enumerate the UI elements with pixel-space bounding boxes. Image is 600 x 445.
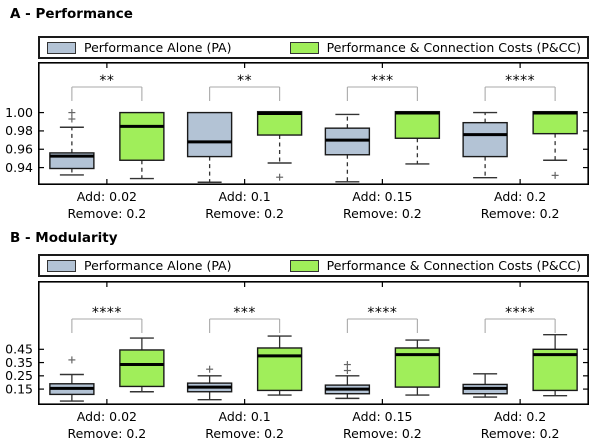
significance-stars: **** [505, 73, 535, 89]
box-pcc [394, 110, 441, 139]
axes-frame [37, 281, 590, 406]
x-group-label-add: Add: 0.1 [218, 409, 270, 424]
box-pcc [119, 111, 165, 161]
legend-entry-pa: Performance Alone (PA) [47, 258, 232, 273]
pa-legend-label: Performance Alone (PA) [84, 258, 232, 273]
x-group-label-remove: Remove: 0.2 [481, 426, 560, 441]
y-tick-label: 0.45 [5, 342, 33, 357]
significance-stars: *** [233, 305, 256, 321]
boxplot-svg-panel-A: 0.94 0.96 0.98 1.00 Add: 0.02 Remove: 0.2 ** Ad… [5, 62, 590, 221]
pa-color-swatch [47, 259, 76, 272]
significance-stars: **** [92, 305, 122, 321]
x-group-label-add: Add: 0.15 [352, 409, 412, 424]
y-tick-label: 0.98 [5, 123, 33, 138]
x-group-label-remove: Remove: 0.2 [343, 426, 422, 441]
pcc-color-swatch [289, 41, 319, 54]
panel-a-title: A - Performance [10, 6, 133, 22]
significance-stars: **** [505, 305, 535, 321]
significance-stars: ** [237, 73, 252, 89]
pcc-legend-label: Performance & Connection Costs (P&CC) [326, 40, 581, 55]
box-pa [462, 121, 508, 158]
x-group-label-add: Add: 0.02 [77, 409, 137, 424]
y-tick-label: 1.00 [5, 105, 33, 120]
panel-a-legend: Performance Alone (PA) Performance & Con… [38, 36, 589, 59]
panel-b-boxplot: 0.15 0.25 0.35 0.45 Add: 0.02 Remove: 0.2 ****… [0, 281, 600, 445]
box-pa [186, 111, 233, 158]
box-pcc [119, 349, 165, 388]
x-group-label-remove: Remove: 0.2 [67, 206, 146, 221]
significance-stars: *** [371, 73, 394, 89]
box-pcc [532, 110, 578, 135]
legend-entry-pa: Performance Alone (PA) [47, 40, 232, 55]
y-tick-label: 0.35 [5, 355, 33, 370]
pa-legend-label: Performance Alone (PA) [84, 40, 232, 55]
x-group-label-add: Add: 0.2 [494, 409, 546, 424]
box-pcc [256, 110, 303, 136]
y-tick-label: 0.25 [5, 368, 33, 383]
panel-a-boxplot: 0.94 0.96 0.98 1.00 Add: 0.02 Remove: 0.2 ** Ad… [0, 62, 600, 227]
x-group-label-add: Add: 0.2 [494, 189, 546, 204]
x-group-label-remove: Remove: 0.2 [67, 426, 146, 441]
y-tick-label: 0.94 [5, 160, 33, 175]
y-tick-label: 0.96 [5, 142, 33, 157]
x-group-label-remove: Remove: 0.2 [205, 426, 284, 441]
x-group-label-remove: Remove: 0.2 [205, 206, 284, 221]
x-group-label-add: Add: 0.02 [77, 189, 137, 204]
pcc-color-swatch [289, 259, 319, 272]
y-tick-label: 0.15 [5, 381, 33, 396]
x-group-label-remove: Remove: 0.2 [481, 206, 560, 221]
significance-stars: **** [367, 305, 397, 321]
x-group-label-add: Add: 0.1 [218, 189, 270, 204]
panel-b-title: B - Modularity [10, 230, 118, 246]
legend-entry-pcc: Performance & Connection Costs (P&CC) [289, 258, 581, 273]
pa-color-swatch [47, 41, 76, 54]
x-group-label-add: Add: 0.15 [352, 189, 412, 204]
pcc-legend-label: Performance & Connection Costs (P&CC) [326, 258, 581, 273]
significance-stars: ** [99, 73, 114, 89]
x-group-label-remove: Remove: 0.2 [343, 206, 422, 221]
legend-entry-pcc: Performance & Connection Costs (P&CC) [289, 40, 581, 55]
box-pcc [532, 348, 578, 392]
panel-b-legend: Performance Alone (PA) Performance & Con… [38, 254, 589, 277]
box-pcc [256, 347, 303, 392]
axes-frame [37, 62, 590, 186]
